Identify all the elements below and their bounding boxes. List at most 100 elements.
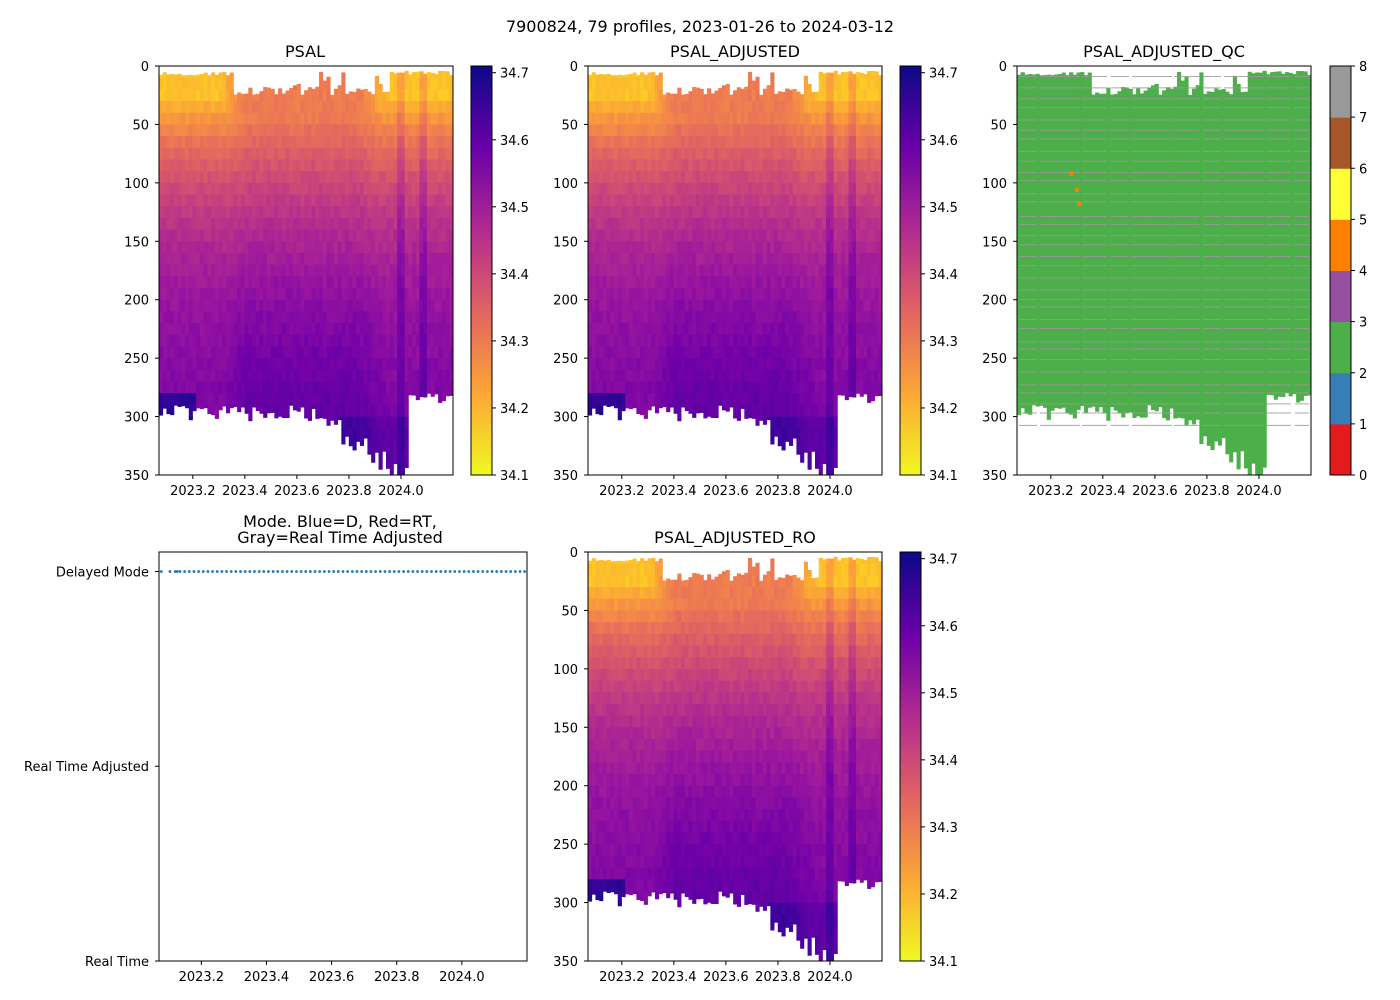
salinity-cell xyxy=(389,463,394,476)
salinity-cell xyxy=(714,369,719,382)
salinity-cell xyxy=(640,404,645,416)
salinity-cell xyxy=(196,136,201,149)
profile-column xyxy=(796,91,801,455)
salinity-cell xyxy=(595,229,600,242)
salinity-cell xyxy=(815,182,820,195)
salinity-cell xyxy=(363,428,368,439)
y-tick-label: 50 xyxy=(132,118,149,133)
profile-column xyxy=(666,92,671,413)
salinity-cell xyxy=(718,159,723,172)
salinity-cell xyxy=(692,404,697,417)
salinity-cell xyxy=(438,241,443,254)
salinity-cell xyxy=(214,346,219,359)
salinity-cell xyxy=(766,264,771,277)
salinity-cell xyxy=(855,334,861,347)
salinity-cell xyxy=(859,276,864,289)
salinity-cell xyxy=(359,358,365,371)
salinity-cell xyxy=(621,381,626,394)
salinity-cell xyxy=(599,147,604,160)
salinity-cell xyxy=(378,276,383,289)
salinity-cell xyxy=(296,311,301,324)
salinity-cell xyxy=(214,74,219,79)
salinity-cell xyxy=(725,369,730,382)
salinity-cell xyxy=(222,404,227,407)
salinity-cell xyxy=(162,206,167,219)
salinity-cell xyxy=(296,206,301,219)
salinity-cell xyxy=(289,393,294,406)
salinity-cell xyxy=(382,101,387,114)
salinity-cell xyxy=(740,311,745,324)
salinity-cell xyxy=(599,276,604,289)
salinity-cell xyxy=(371,206,376,219)
salinity-cell xyxy=(300,147,305,160)
salinity-cell xyxy=(218,171,223,184)
salinity-cell xyxy=(762,393,768,406)
salinity-cell xyxy=(815,147,820,160)
salinity-cell xyxy=(240,217,245,230)
salinity-cell xyxy=(441,124,446,137)
salinity-cell xyxy=(408,147,413,160)
salinity-cell xyxy=(225,393,231,406)
salinity-cell xyxy=(658,182,663,195)
salinity-cell xyxy=(203,404,208,409)
salinity-cell xyxy=(841,112,846,125)
salinity-cell xyxy=(326,159,331,172)
salinity-cell xyxy=(837,101,842,114)
salinity-cell xyxy=(225,101,231,114)
salinity-cell xyxy=(751,194,756,207)
salinity-cell xyxy=(173,112,179,125)
salinity-cell xyxy=(800,346,805,359)
profile-column xyxy=(878,75,883,396)
salinity-cell xyxy=(841,299,846,312)
salinity-cell xyxy=(173,159,179,172)
salinity-cell xyxy=(681,311,686,324)
salinity-cell xyxy=(695,229,701,242)
salinity-cell xyxy=(710,276,715,289)
salinity-cell xyxy=(199,288,205,301)
salinity-cell xyxy=(389,393,394,406)
salinity-cell xyxy=(393,463,398,465)
salinity-cell xyxy=(867,101,872,114)
salinity-cell xyxy=(225,252,231,266)
salinity-cell xyxy=(192,334,197,347)
salinity-cell xyxy=(874,229,879,242)
salinity-cell xyxy=(662,124,667,137)
salinity-cell xyxy=(725,171,730,184)
salinity-cell xyxy=(647,381,652,394)
salinity-cell xyxy=(591,124,596,137)
salinity-cell xyxy=(848,288,853,301)
salinity-cell xyxy=(844,241,849,254)
salinity-cell xyxy=(859,72,864,79)
salinity-cell xyxy=(300,311,305,324)
salinity-cell xyxy=(382,369,387,382)
salinity-cell xyxy=(781,136,786,149)
salinity-cell xyxy=(337,136,342,149)
salinity-cell xyxy=(434,311,439,324)
salinity-cell xyxy=(826,72,831,79)
salinity-cell xyxy=(423,264,428,277)
salinity-cell xyxy=(878,323,883,336)
salinity-cell xyxy=(177,101,182,114)
salinity-cell xyxy=(337,101,342,114)
salinity-cell xyxy=(588,323,593,336)
salinity-cell xyxy=(770,72,775,79)
salinity-cell xyxy=(833,264,838,277)
salinity-cell xyxy=(651,241,656,254)
salinity-cell xyxy=(777,217,782,230)
salinity-cell xyxy=(192,323,197,336)
salinity-cell xyxy=(218,358,223,371)
salinity-cell xyxy=(207,147,212,160)
salinity-cell xyxy=(669,194,674,207)
salinity-cell xyxy=(374,171,379,184)
salinity-cell xyxy=(822,311,827,324)
salinity-cell xyxy=(408,101,413,114)
salinity-cell xyxy=(844,381,849,394)
salinity-cell xyxy=(248,416,253,422)
salinity-cell xyxy=(374,416,379,429)
salinity-cell xyxy=(677,194,682,207)
salinity-cell xyxy=(185,182,190,195)
salinity-cell xyxy=(233,358,238,371)
salinity-cell xyxy=(681,252,686,266)
salinity-cell xyxy=(218,136,223,149)
salinity-cell xyxy=(755,381,760,394)
